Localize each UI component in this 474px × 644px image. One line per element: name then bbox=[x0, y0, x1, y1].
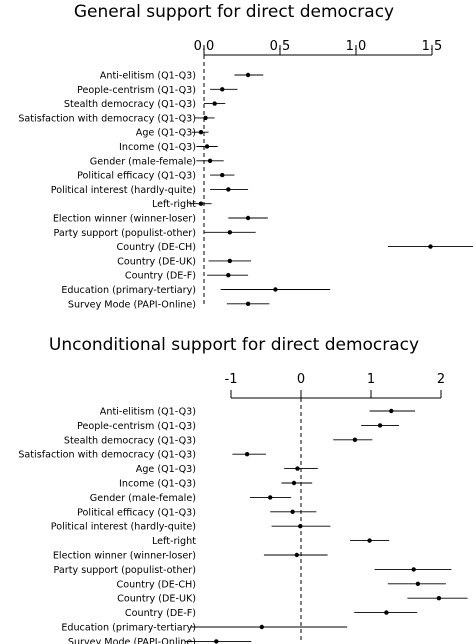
point-estimate bbox=[273, 287, 278, 292]
row-label: Election winner (winner-loser) bbox=[53, 551, 196, 562]
row-label: Country (DE-CH) bbox=[117, 242, 196, 253]
point-estimate bbox=[384, 610, 389, 615]
row-label: Gender (male-female) bbox=[90, 156, 196, 167]
row-label: Stealth democracy (Q1-Q3) bbox=[64, 435, 196, 446]
point-estimate bbox=[377, 423, 383, 428]
x-tick-label: 1.5 bbox=[422, 39, 443, 54]
x-tick-label: 0 bbox=[297, 372, 305, 387]
row-label: Education (primary-tertiary) bbox=[61, 285, 196, 296]
point-estimate bbox=[415, 581, 421, 586]
row-label: Country (DE-UK) bbox=[117, 594, 196, 605]
point-estimate bbox=[259, 624, 264, 630]
x-tick-label: 0.0 bbox=[194, 39, 215, 54]
point-estimate bbox=[428, 244, 433, 249]
row-label: Stealth democracy (Q1-Q3) bbox=[64, 99, 196, 110]
row-label: Country (DE-CH) bbox=[117, 579, 196, 590]
point-estimate bbox=[226, 187, 231, 192]
row-label: Party support (populist-other) bbox=[54, 228, 196, 239]
point-estimate bbox=[294, 552, 299, 558]
x-tick-label: -1 bbox=[225, 372, 238, 387]
x-tick-label: 0.5 bbox=[270, 39, 291, 54]
point-estimate bbox=[295, 466, 300, 471]
row-label: Satisfaction with democracy (Q1-Q3) bbox=[18, 113, 196, 124]
row-label: Party support (populist-other) bbox=[54, 565, 196, 576]
chart-title-general-support: General support for direct democracy bbox=[74, 2, 394, 22]
x-axis-ticks: -1 0 1 2 bbox=[225, 372, 445, 398]
point-estimate bbox=[298, 524, 303, 529]
point-estimate bbox=[220, 172, 225, 178]
point-estimate bbox=[245, 215, 251, 221]
row-label: Political efficacy (Q1-Q3) bbox=[77, 507, 196, 518]
point-estimate bbox=[227, 258, 233, 264]
row-label: People-centrism (Q1-Q3) bbox=[77, 85, 196, 96]
estimate-marks bbox=[188, 72, 474, 306]
point-estimate bbox=[244, 452, 250, 457]
row-label: Left-right bbox=[152, 199, 196, 210]
row-label: Age (Q1-Q3) bbox=[136, 128, 196, 139]
row-label: Political interest (hardly-quite) bbox=[51, 185, 196, 196]
row-label: Political interest (hardly-quite) bbox=[51, 522, 196, 533]
row-label: Survey Mode (PAPI-Online) bbox=[68, 299, 196, 310]
point-estimate bbox=[212, 101, 217, 106]
point-estimate bbox=[367, 538, 372, 543]
point-estimate bbox=[198, 201, 204, 206]
row-labels: Anti-elitism (Q1-Q3) People-centrism (Q1-… bbox=[18, 71, 196, 311]
row-label: Satisfaction with democracy (Q1-Q3) bbox=[18, 450, 196, 461]
point-estimate bbox=[226, 273, 231, 278]
chart-title-unconditional-support: Unconditional support for direct democra… bbox=[49, 335, 419, 355]
row-label: Income (Q1-Q3) bbox=[119, 479, 196, 490]
point-estimate bbox=[207, 158, 213, 163]
point-estimate bbox=[352, 437, 358, 442]
point-estimate bbox=[203, 115, 208, 121]
row-label: Country (DE-F) bbox=[125, 608, 196, 619]
x-tick-label: 2 bbox=[437, 372, 445, 387]
row-label: Education (primary-tertiary) bbox=[61, 623, 196, 634]
row-labels: Anti-elitism (Q1-Q3) People-centrism (Q1-… bbox=[18, 407, 196, 644]
row-label: Country (DE-F) bbox=[125, 271, 196, 282]
row-label: Left-right bbox=[152, 536, 196, 547]
x-axis-ticks: 0.0 0.5 1.0 1.5 bbox=[194, 39, 443, 55]
point-estimate bbox=[268, 495, 273, 500]
point-estimate bbox=[411, 567, 416, 572]
row-label: Survey Mode (PAPI-Online) bbox=[68, 637, 196, 644]
point-estimate bbox=[220, 87, 225, 92]
point-estimate bbox=[204, 144, 210, 149]
point-estimate bbox=[291, 480, 297, 486]
x-tick-label: 1.0 bbox=[346, 39, 367, 54]
point-estimate bbox=[245, 72, 251, 78]
row-label: Income (Q1-Q3) bbox=[119, 142, 196, 153]
point-estimate bbox=[290, 509, 295, 514]
row-label: Anti-elitism (Q1-Q3) bbox=[100, 407, 196, 418]
panel-unconditional-support: Unconditional support for direct democra… bbox=[18, 335, 468, 644]
x-tick-label: 1 bbox=[367, 372, 375, 387]
row-label: Country (DE-UK) bbox=[117, 256, 196, 267]
point-estimate bbox=[214, 639, 219, 644]
panel-general-support: General support for direct democracy 0.0… bbox=[18, 2, 474, 311]
row-label: Anti-elitism (Q1-Q3) bbox=[100, 71, 196, 82]
point-estimate bbox=[436, 596, 442, 601]
row-label: Election winner (winner-loser) bbox=[53, 214, 196, 225]
estimate-marks bbox=[184, 408, 468, 644]
row-label: Age (Q1-Q3) bbox=[136, 464, 196, 475]
point-estimate bbox=[389, 408, 394, 414]
point-estimate bbox=[245, 301, 251, 306]
point-estimate bbox=[198, 130, 204, 135]
row-label: Gender (male-female) bbox=[90, 493, 196, 504]
point-estimate bbox=[227, 230, 233, 235]
row-label: Political efficacy (Q1-Q3) bbox=[77, 171, 196, 182]
row-label: People-centrism (Q1-Q3) bbox=[77, 421, 196, 432]
